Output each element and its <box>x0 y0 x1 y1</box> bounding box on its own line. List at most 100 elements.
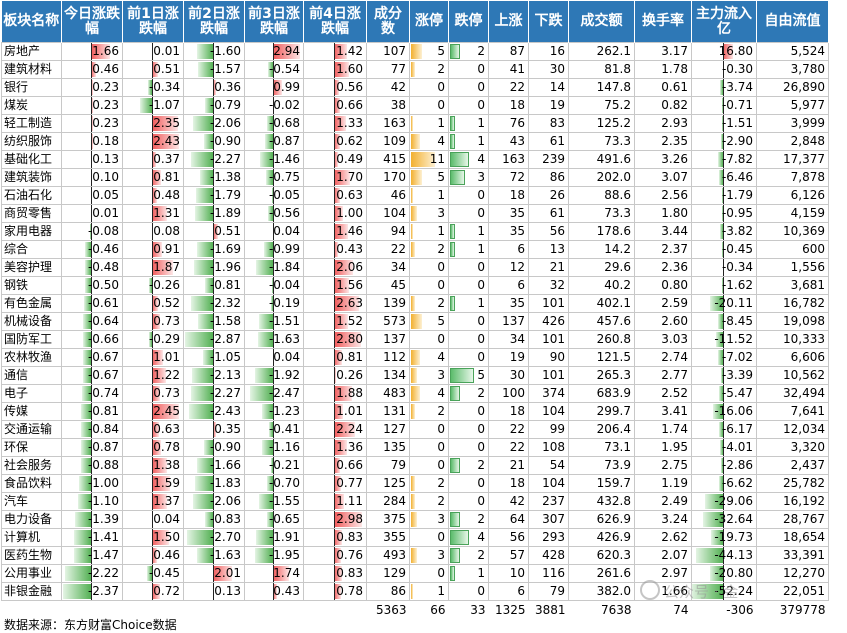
limit-up-count-cell: 5 <box>409 42 449 61</box>
limit-up-bar <box>411 584 414 599</box>
limit-down-count-cell: 0 <box>448 474 489 493</box>
limit-up-count-cell: 0 <box>409 258 449 277</box>
today-change-value: -0.87 <box>87 440 119 454</box>
today-change-value: -0.74 <box>87 386 119 400</box>
turnover-value-value: 73.3 <box>604 206 631 220</box>
watermark: 公众号 · 金 <box>640 580 738 602</box>
sector-name-value: 电子 <box>4 386 29 400</box>
decliners-cell: 101 <box>528 366 569 385</box>
positive-bar <box>151 206 167 221</box>
zero-axis <box>333 457 335 474</box>
prev1-change-value: 0.04 <box>153 512 180 526</box>
negative-bar <box>721 278 723 293</box>
prev2-change-value: -2.13 <box>209 368 241 382</box>
positive-bar <box>151 170 161 185</box>
free-float-cap-value: 2,848 <box>790 134 825 148</box>
prev1-change-value: -0.45 <box>148 566 180 580</box>
today-change-value: 0.01 <box>92 206 119 220</box>
decliners-cell: 237 <box>528 492 569 511</box>
table-row: 轻工制造 0.23 2.35 -2.06 -0.68 1.33 163 1 1 76 83 125.2… <box>1 114 829 133</box>
today-change-cell: -1.39 <box>61 510 123 529</box>
constituent-count-value: 573 <box>383 314 406 328</box>
prev2-change-cell: -2.06 <box>183 114 245 133</box>
limit-up-bar <box>411 368 418 383</box>
negative-bar <box>720 368 723 383</box>
prev3-change-cell: -1.51 <box>244 312 304 331</box>
main-net-inflow-value: -44.13 <box>714 548 753 562</box>
limit-down-bar <box>450 530 470 545</box>
turnover-value-cell: 262.1 <box>568 42 635 61</box>
today-change-value: -0.50 <box>87 278 119 292</box>
prev2-change-cell: -1.66 <box>183 456 245 475</box>
negative-bar <box>79 476 91 491</box>
prev4-change-value: 1.70 <box>336 170 363 184</box>
prev3-change-value: -0.41 <box>268 422 300 436</box>
zero-axis <box>151 277 153 294</box>
advancers-value: 42 <box>509 494 525 508</box>
free-float-cap-value: 32,494 <box>783 386 825 400</box>
main-net-inflow-cell: -6.62 <box>691 474 757 493</box>
prev4-change-cell: 0.83 <box>303 564 367 583</box>
header-main-net-inflow: 主力流入亿 <box>691 1 757 43</box>
positive-bar <box>333 260 354 275</box>
limit-up-count-value: 2 <box>437 296 445 310</box>
positive-bar <box>212 566 233 581</box>
turnover-rate-cell: 2.97 <box>634 564 692 583</box>
constituent-count-cell: 284 <box>366 492 410 511</box>
table-row: 家用电器 -0.08 0.08 0.51 0.04 1.46 94 1 1 35 56 178.6 3.… <box>1 222 829 241</box>
main-net-inflow-cell: -1.62 <box>691 276 757 295</box>
prev3-change-value: -1.63 <box>268 332 300 346</box>
prev1-change-value: 0.78 <box>153 440 180 454</box>
advancers-value: 57 <box>509 548 525 562</box>
zero-axis <box>722 223 724 240</box>
limit-up-count-value: 4 <box>437 134 445 148</box>
limit-down-count-cell: 2 <box>448 42 489 61</box>
main-net-inflow-cell: -52.24 <box>691 582 757 601</box>
today-change-value: -0.84 <box>87 422 119 436</box>
zero-axis <box>212 169 214 186</box>
prev2-change-value: -1.05 <box>209 350 241 364</box>
prev1-change-cell: 0.48 <box>122 186 184 205</box>
advancers-cell: 35 <box>488 204 529 223</box>
decliners-value: 13 <box>549 242 565 256</box>
constituent-count-cell: 355 <box>366 528 410 547</box>
decliners-value: 428 <box>542 548 565 562</box>
limit-down-count-value: 2 <box>477 44 485 58</box>
zero-axis <box>333 223 335 240</box>
zero-axis <box>722 583 724 600</box>
free-float-cap-cell: 22,051 <box>756 582 829 601</box>
prev4-change-value: 1.56 <box>336 278 363 292</box>
limit-down-bar <box>450 116 455 131</box>
prev1-change-value: 1.01 <box>153 350 180 364</box>
prev2-change-value: -1.58 <box>209 314 241 328</box>
prev2-change-cell: -1.60 <box>183 42 245 61</box>
zero-axis <box>90 403 92 420</box>
free-float-cap-value: 25,782 <box>783 476 825 490</box>
zero-axis <box>90 241 92 258</box>
prev3-change-value: 2.94 <box>273 44 300 58</box>
prev1-change-cell: 2.35 <box>122 114 184 133</box>
free-float-cap-cell: 16,192 <box>756 492 829 511</box>
header-turnover-rate: 换手率 <box>634 1 692 43</box>
advancers-cell: 64 <box>488 510 529 529</box>
table-row: 银行 0.23 -0.34 0.36 0.99 0.56 42 0 0 22 14 147.8 0.61… <box>1 78 829 97</box>
turnover-rate-cell: 2.56 <box>634 186 692 205</box>
free-float-cap-value: 18,654 <box>783 530 825 544</box>
zero-axis <box>212 529 214 546</box>
today-change-cell: -0.67 <box>61 348 123 367</box>
main-net-inflow-cell: -3.39 <box>691 366 757 385</box>
limit-up-count-value: 5 <box>437 314 445 328</box>
prev2-change-value: -0.90 <box>209 440 241 454</box>
main-net-inflow-value: -0.45 <box>721 242 753 256</box>
constituent-count-cell: 94 <box>366 222 410 241</box>
prev4-change-value: 0.66 <box>336 458 363 472</box>
positive-bar <box>151 296 158 311</box>
negative-bar <box>196 242 213 257</box>
prev2-change-value: -0.81 <box>209 278 241 292</box>
today-change-value: -1.39 <box>87 512 119 526</box>
limit-up-count-cell: 5 <box>409 168 449 187</box>
constituent-count-cell: 79 <box>366 456 410 475</box>
turnover-value-cell: 261.6 <box>568 564 635 583</box>
turnover-rate-value: 2.97 <box>661 566 688 580</box>
main-net-inflow-value: 16.80 <box>718 44 753 58</box>
